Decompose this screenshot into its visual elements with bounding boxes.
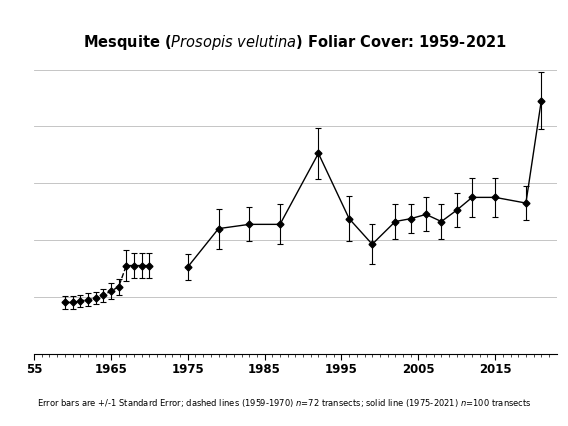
Text: Error bars are +/-1 Standard Error; dashed lines (1959-1970) $n$=72 transects; s: Error bars are +/-1 Standard Error; dash… [37,397,531,409]
Title: Mesquite ($\mathbf{\it{Prosopis\ velutina}}$) Foliar Cover: 1959-2021: Mesquite ($\mathbf{\it{Prosopis\ velutin… [83,33,507,52]
